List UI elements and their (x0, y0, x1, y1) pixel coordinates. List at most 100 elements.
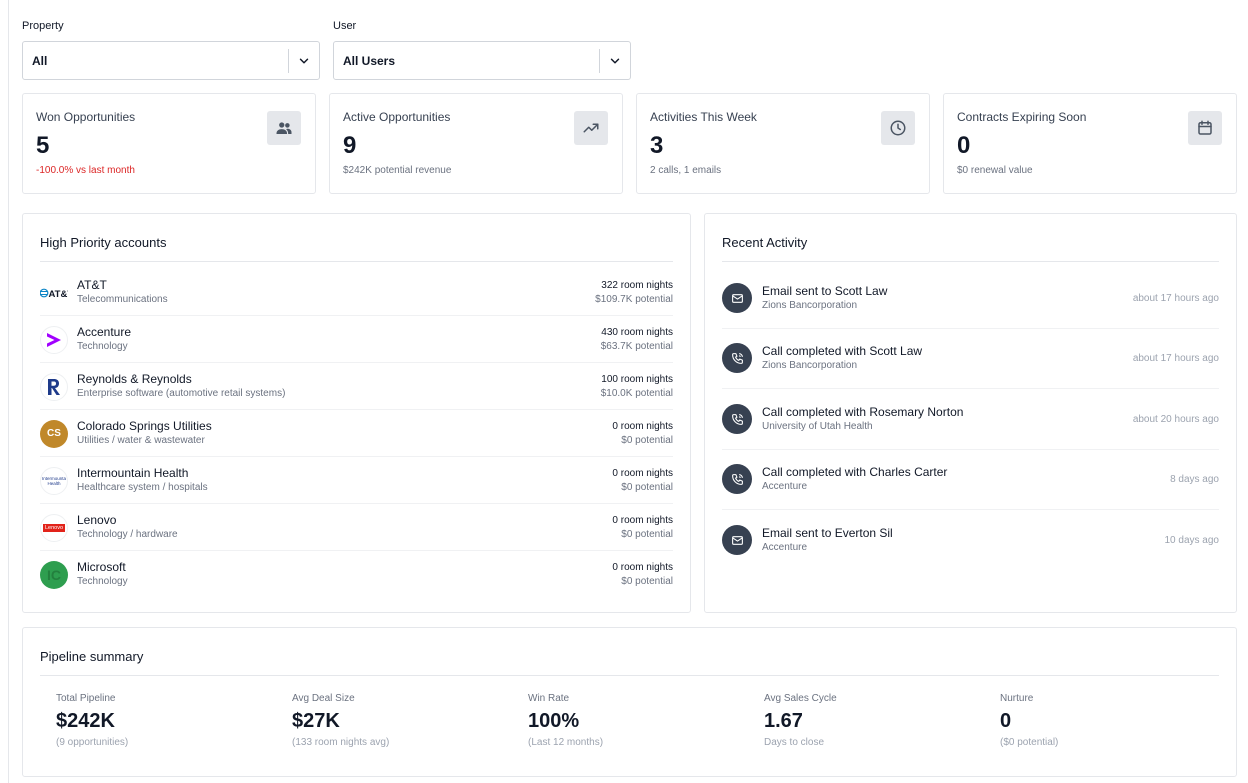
logo-text: Intermountain Health (42, 475, 66, 486)
account-category: Technology (77, 576, 128, 587)
pipeline-nurture: Nurture 0 ($0 potential) (1000, 692, 1058, 750)
stat-card-won-opportunities: Won Opportunities 5 -100.0% vs last mont… (22, 93, 316, 194)
phone-icon (722, 404, 752, 434)
logo-initials: CS (47, 428, 61, 439)
chevron-down-icon[interactable] (289, 42, 319, 79)
account-potential: $63.7K potential (600, 341, 673, 352)
activity-title: Call completed with Rosemary Norton (762, 405, 964, 419)
pipeline-label: Total Pipeline (56, 693, 116, 704)
user-filter: User All Users (333, 20, 631, 80)
row-divider (722, 449, 1219, 450)
stat-title: Activities This Week (650, 110, 757, 124)
pipeline-subtext: (Last 12 months) (528, 737, 604, 748)
activity-timestamp: about 17 hours ago (1132, 352, 1219, 364)
colorado-springs-logo: CS (40, 419, 68, 448)
account-category: Healthcare system / hospitals (77, 482, 208, 493)
activity-item[interactable]: Email sent to Scott Law Zions Bancorpora… (722, 268, 1219, 328)
row-divider (722, 328, 1219, 329)
row-divider (40, 503, 673, 504)
account-potential: $10.0K potential (600, 388, 673, 399)
account-row[interactable]: CS Colorado Springs Utilities Utilities … (40, 410, 673, 457)
account-room-nights: 0 room nights (612, 562, 673, 573)
stat-card-active-opportunities: Active Opportunities 9 $242K potential r… (329, 93, 623, 194)
logo-text: Lenovo (42, 523, 66, 532)
activity-item[interactable]: Email sent to Everton Sil Accenture 10 d… (722, 510, 1219, 570)
account-row[interactable]: Accenture Technology 430 room nights $63… (40, 316, 673, 363)
users-icon (267, 111, 301, 145)
divider (40, 261, 673, 262)
pipeline-subtext: ($0 potential) (1000, 737, 1059, 748)
account-text: Reynolds & Reynolds Enterprise software … (77, 372, 601, 401)
stat-subtext: -100.0% vs last month (36, 165, 135, 176)
account-metrics: 0 room nights $0 potential (612, 560, 673, 589)
stat-title: Contracts Expiring Soon (957, 110, 1087, 124)
left-border (8, 0, 9, 783)
microsoft-logo: IC (40, 560, 68, 589)
panel-title: High Priority accounts (40, 235, 167, 250)
property-select[interactable]: All (22, 41, 320, 80)
account-category: Utilities / water & wastewater (77, 435, 205, 446)
high-priority-accounts-panel: High Priority accounts AT&T AT&T Telecom… (22, 213, 691, 613)
stat-value: 0 (957, 132, 971, 159)
account-category: Technology / hardware (77, 529, 178, 540)
trending-up-icon (574, 111, 608, 145)
row-divider (40, 362, 673, 363)
stat-card-activities-this-week: Activities This Week 3 2 calls, 1 emails (636, 93, 930, 194)
account-category: Enterprise software (automotive retail s… (77, 388, 286, 399)
pipeline-value: 0 (1000, 710, 1012, 732)
stat-value: 3 (650, 132, 664, 159)
account-row[interactable]: Reynolds & Reynolds Enterprise software … (40, 363, 673, 410)
account-name: Accenture (77, 325, 132, 339)
row-divider (722, 388, 1219, 389)
account-row[interactable]: Lenovo Lenovo Technology / hardware 0 ro… (40, 504, 673, 551)
account-row[interactable]: IC Microsoft Technology 0 room nights $0… (40, 551, 673, 598)
account-row[interactable]: Intermountain Health Intermountain Healt… (40, 457, 673, 504)
row-divider (722, 509, 1219, 510)
activity-title: Call completed with Scott Law (762, 344, 923, 358)
activity-text: Call completed with Rosemary Norton Univ… (762, 404, 1133, 434)
activity-organization: Zions Bancorporation (762, 300, 858, 311)
user-select[interactable]: All Users (333, 41, 631, 80)
divider (40, 675, 1219, 676)
activity-timestamp: 8 days ago (1170, 473, 1219, 485)
account-metrics: 0 room nights $0 potential (612, 466, 673, 495)
activity-item[interactable]: Call completed with Charles Carter Accen… (722, 449, 1219, 509)
account-text: Lenovo Technology / hardware (77, 513, 612, 542)
select-divider (599, 48, 600, 73)
select-divider (288, 48, 289, 73)
account-room-nights: 0 room nights (612, 515, 673, 526)
property-select-value: All (32, 53, 48, 68)
pipeline-label: Avg Sales Cycle (764, 693, 837, 704)
chevron-down-icon[interactable] (600, 42, 630, 79)
mail-icon (722, 283, 752, 313)
accenture-logo (40, 325, 68, 354)
pipeline-value: 100% (528, 710, 580, 732)
property-filter: Property All (22, 20, 320, 80)
row-divider (40, 409, 673, 410)
account-row[interactable]: AT&T AT&T Telecommunications 322 room ni… (40, 269, 673, 316)
property-filter-label: Property (22, 20, 64, 32)
account-potential: $0 potential (621, 529, 673, 540)
account-name: Intermountain Health (77, 466, 189, 480)
panel-title: Recent Activity (722, 235, 808, 250)
stat-title: Active Opportunities (343, 110, 451, 124)
account-name: Colorado Springs Utilities (77, 419, 212, 433)
account-room-nights: 100 room nights (601, 374, 673, 385)
activity-item[interactable]: Call completed with Rosemary Norton Univ… (722, 389, 1219, 449)
activity-title: Call completed with Charles Carter (762, 465, 948, 479)
account-potential: $0 potential (621, 576, 673, 587)
row-divider (40, 456, 673, 457)
account-text: Intermountain Health Healthcare system /… (77, 466, 612, 495)
activity-title: Email sent to Scott Law (762, 284, 888, 298)
account-metrics: 430 room nights $63.7K potential (601, 325, 673, 354)
pipeline-avg-sales-cycle: Avg Sales Cycle 1.67 Days to close (764, 692, 837, 750)
activity-title: Email sent to Everton Sil (762, 526, 893, 540)
account-name: AT&T (77, 278, 107, 292)
activity-item[interactable]: Call completed with Scott Law Zions Banc… (722, 328, 1219, 388)
pipeline-total: Total Pipeline $242K (9 opportunities) (56, 692, 128, 750)
account-category: Technology (77, 341, 128, 352)
pipeline-value: $27K (292, 710, 340, 732)
account-metrics: 0 room nights $0 potential (612, 419, 673, 448)
activity-organization: Accenture (762, 542, 808, 553)
row-divider (40, 550, 673, 551)
